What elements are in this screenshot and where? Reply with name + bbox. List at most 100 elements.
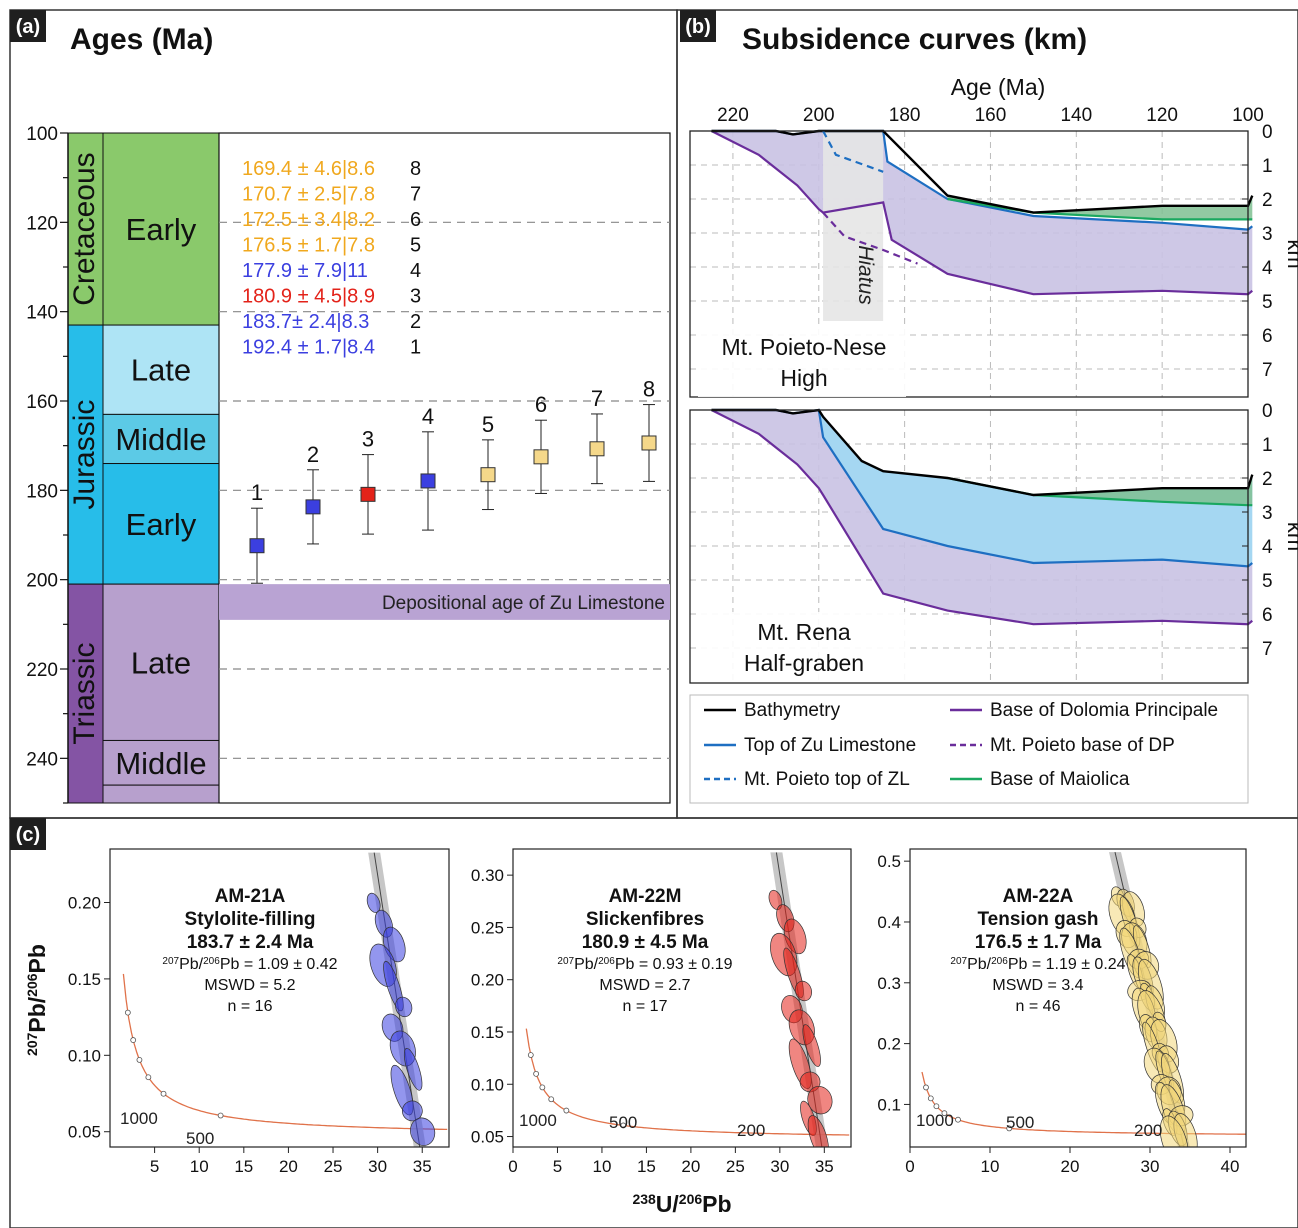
concordia-marker — [923, 1084, 929, 1091]
concordia-marker — [548, 1096, 555, 1103]
data-ellipse — [1159, 1115, 1189, 1147]
sample-mswd: MSWD = 3.4 — [992, 977, 1083, 994]
concordia-marker — [563, 1107, 570, 1114]
x-tick-label: 0 — [508, 1157, 517, 1176]
sample-n: n = 17 — [623, 998, 668, 1015]
x-axis-title: Age (Ma) — [951, 74, 1046, 100]
age-point — [641, 435, 657, 451]
epoch-box — [102, 413, 220, 465]
concordia-marker — [955, 1116, 961, 1123]
age-legend-number: 4 — [410, 260, 421, 282]
concordia-marker — [941, 1110, 948, 1117]
point-label: 8 — [643, 377, 655, 402]
age-legend-entry: 177.9 ± 7.9|11 — [242, 260, 368, 282]
point-label: 7 — [591, 386, 603, 411]
panel-a-label: (a) — [10, 10, 46, 42]
plot-frame — [218, 132, 671, 804]
x-tick-label: 35 — [413, 1157, 432, 1176]
site-label-bg — [698, 612, 906, 682]
y-tick-label: 0.20 — [471, 971, 504, 990]
x-axis-title: 238U/206Pb — [632, 1191, 731, 1217]
sample-n: n = 46 — [1016, 998, 1061, 1015]
y-tick-label: 240 — [26, 749, 58, 770]
y-tick-label: 0.05 — [68, 1123, 101, 1142]
concordia-curve — [525, 1028, 850, 1136]
concordia-marker — [136, 1056, 143, 1063]
concordia-marker — [217, 1112, 224, 1119]
age-legend-entry: 192.4 ± 1.7|8.4 — [242, 337, 375, 359]
series-poieto-base-dp — [822, 211, 918, 265]
y-tick-label: 0.25 — [471, 918, 504, 937]
age-point — [305, 499, 321, 515]
svg-text:(c): (c) — [16, 824, 40, 846]
depositional-age-band — [219, 584, 670, 620]
x-tick-label: 40 — [1221, 1157, 1240, 1176]
x-tick-label: 5 — [150, 1157, 159, 1176]
y-tick-label: 220 — [26, 660, 58, 681]
plot-frame — [512, 848, 852, 1148]
y-tick-label: 0.20 — [68, 893, 101, 912]
plot-frame — [909, 848, 1247, 1148]
band-label: Depositional age of Zu Limestone — [382, 593, 665, 614]
x-tick-label: 25 — [324, 1157, 343, 1176]
sample-ratio: 207Pb/206Pb = 1.19 ± 0.24 — [950, 956, 1125, 974]
plot-frame — [689, 130, 1249, 398]
x-tick-label: 140 — [1060, 105, 1092, 126]
x-tick-label: 10 — [981, 1157, 1000, 1176]
plot-area — [122, 852, 448, 1147]
age-legend-number: 8 — [410, 158, 421, 180]
age-legend-number: 5 — [410, 235, 421, 257]
sample-age: 180.9 ± 4.5 Ma — [582, 932, 709, 953]
y-tick-label: 140 — [26, 303, 58, 324]
sample-age: 176.5 ± 1.7 Ma — [975, 932, 1102, 953]
data-ellipse — [807, 1115, 829, 1147]
x-tick-label: 220 — [717, 105, 749, 126]
point-label: 6 — [535, 392, 547, 417]
age-legend-number: 1 — [410, 337, 421, 359]
panel-b-title: Subsidence curves (km) — [742, 23, 1087, 56]
y-tick-label: 3 — [1262, 224, 1273, 245]
y-tick-label: 1 — [1262, 156, 1273, 177]
sample-type: Stylolite-filling — [185, 909, 316, 930]
panel-b-subsidence-charts: Age (Ma)220 200 180 160 140 120 100Hiatus01234… — [689, 74, 1298, 804]
y-axis-title: km — [1283, 239, 1298, 268]
fill-maiolica — [947, 195, 1253, 220]
y-tick-label: 6 — [1262, 326, 1273, 347]
data-ellipse — [410, 1117, 436, 1146]
epoch-label: Middle — [115, 746, 206, 781]
concordia-age-label: 1000 — [916, 1111, 954, 1130]
data-ellipse — [395, 996, 413, 1018]
y-tick-label: 100 — [26, 124, 58, 145]
plot-area — [921, 852, 1246, 1147]
age-legend-number: 3 — [410, 286, 421, 308]
point-label: 2 — [307, 442, 319, 467]
data-ellipse — [794, 980, 812, 1002]
concordia-marker — [124, 1009, 131, 1016]
site-label: Mt. Poieto-Nese — [722, 334, 887, 360]
panel-b-label: (b) — [680, 10, 716, 42]
y-tick-label: 0.1 — [877, 1095, 901, 1114]
epoch-label: Early — [126, 212, 197, 247]
age-point — [360, 486, 376, 502]
epoch-box — [102, 324, 220, 415]
sample-mswd: MSWD = 2.7 — [599, 977, 690, 994]
x-tick-label: 10 — [592, 1157, 611, 1176]
point-label: 1 — [251, 480, 263, 505]
concordia-curve — [122, 973, 448, 1131]
data-ellipse — [802, 1024, 821, 1067]
concordia-marker — [539, 1084, 546, 1091]
data-ellipse — [403, 1047, 423, 1091]
y-tick-label: 3 — [1262, 503, 1273, 524]
epoch-box — [102, 784, 220, 804]
concordia-age-label: 500 — [186, 1129, 214, 1148]
concordia-age-label: 200 — [737, 1121, 765, 1140]
period-label: Cretaceous — [68, 152, 101, 305]
y-tick-label: 2 — [1262, 469, 1273, 490]
y-tick-label: 0.05 — [471, 1128, 504, 1147]
age-legend-entry: 169.4 ± 4.6|8.6 — [242, 158, 375, 180]
age-point — [420, 473, 436, 489]
fill-maiolica — [947, 474, 1253, 506]
y-tick-label: 0.10 — [68, 1046, 101, 1065]
legend-label: Base of Dolomia Principale — [990, 700, 1218, 721]
